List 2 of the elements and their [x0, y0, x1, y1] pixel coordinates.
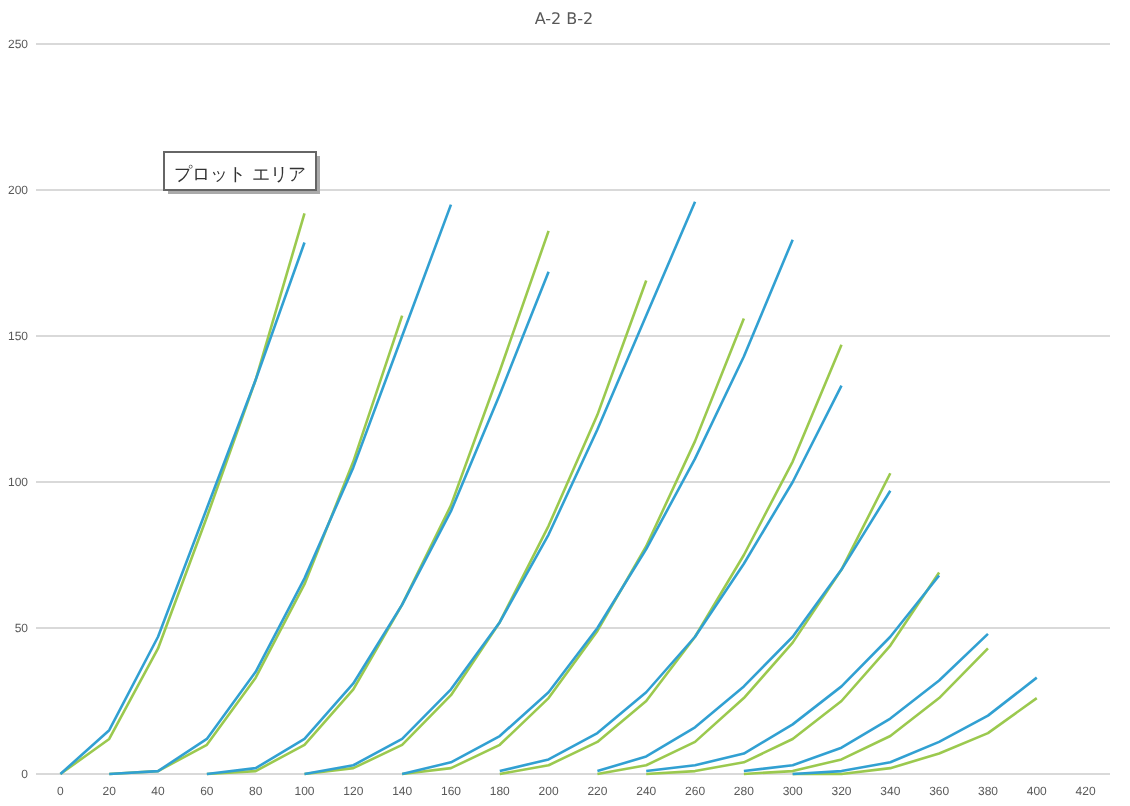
chart-title: A-2 B-2: [534, 10, 594, 28]
annotation: プロット エリア: [174, 164, 306, 186]
